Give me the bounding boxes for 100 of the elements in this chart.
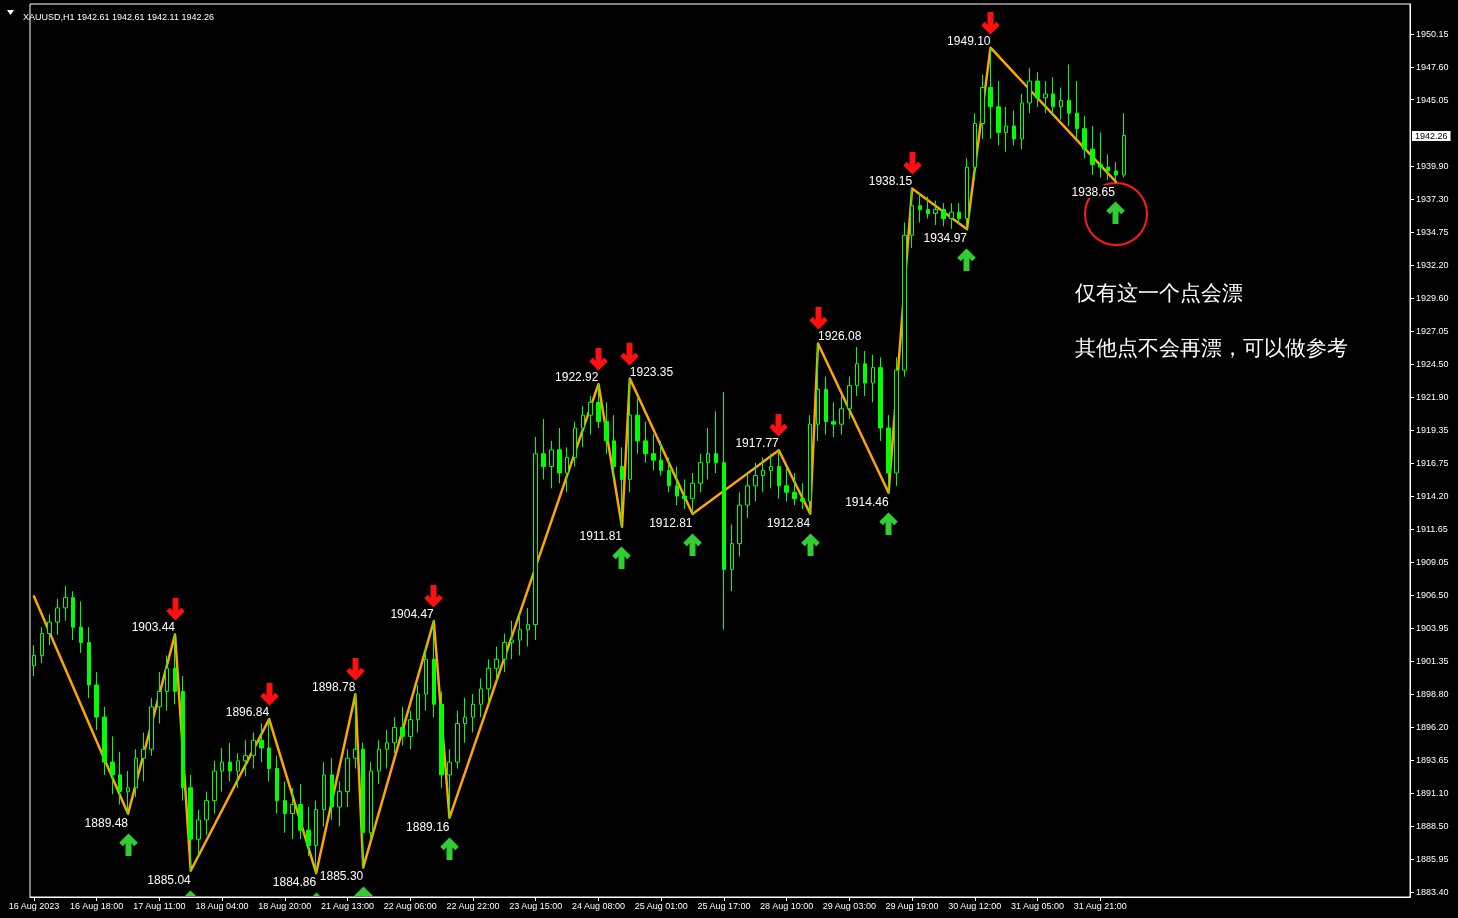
candlestick — [722, 391, 726, 631]
candlestick — [698, 453, 703, 493]
candlestick — [1114, 161, 1118, 183]
candlestick — [494, 645, 499, 682]
data-label: 1912.84 — [766, 515, 811, 530]
x-tick-label: 16 Aug 2023 — [8, 900, 60, 911]
data-label: 1914.46 — [845, 494, 889, 509]
candlestick — [706, 427, 710, 480]
candlestick — [808, 414, 812, 515]
data-label: 1903.44 — [131, 620, 176, 635]
candlestick — [32, 644, 36, 677]
candlestick — [1122, 112, 1126, 178]
candlestick — [322, 761, 326, 827]
candlestick — [635, 397, 640, 455]
x-tick-label: 25 Aug 17:00 — [697, 900, 751, 911]
candlestick — [902, 221, 907, 378]
candlestick — [596, 383, 601, 429]
candlestick — [1067, 63, 1071, 127]
candlestick — [526, 607, 530, 647]
x-tick-label: 23 Aug 15:00 — [509, 900, 563, 911]
x-tick-label: 31 Aug 21:00 — [1073, 900, 1127, 911]
candlestick — [651, 433, 656, 471]
candlestick — [165, 654, 169, 712]
y-tick-label: 1888.50 — [1416, 821, 1449, 832]
candlestick — [1098, 131, 1103, 178]
candlestick — [298, 783, 303, 840]
candlestick — [1020, 93, 1024, 150]
y-tick-label: 1893.65 — [1416, 755, 1449, 766]
y-tick-label: 1919.35 — [1416, 424, 1449, 435]
candlestick — [1012, 110, 1016, 146]
candlestick — [918, 192, 922, 223]
x-tick-label: 22 Aug 22:00 — [446, 900, 500, 911]
y-tick-label: 1896.20 — [1416, 722, 1449, 733]
y-tick-label: 1903.95 — [1416, 622, 1449, 633]
candlestick — [353, 693, 358, 770]
candlestick — [196, 809, 201, 857]
y-tick-label: 1934.75 — [1416, 227, 1449, 238]
candlestick — [134, 748, 138, 798]
candlestick — [878, 356, 883, 442]
candlestick — [275, 755, 279, 814]
data-label: 1934.97 — [923, 231, 968, 246]
candlestick — [620, 446, 624, 528]
candlestick — [816, 342, 820, 442]
x-tick-label: 17 Aug 11:00 — [133, 900, 186, 911]
candlestick — [643, 421, 648, 464]
data-label: 1889.16 — [406, 819, 450, 834]
candlestick — [345, 748, 350, 808]
candlestick — [965, 157, 969, 230]
x-tick-label: 18 Aug 04:00 — [195, 900, 249, 911]
candlestick — [894, 356, 899, 487]
y-tick-label: 1909.05 — [1416, 557, 1449, 568]
y-tick-label: 1947.60 — [1416, 61, 1449, 72]
x-tick-label: 18 Aug 20:00 — [258, 900, 312, 911]
y-tick-label: 1929.60 — [1416, 293, 1449, 304]
candlestick — [604, 401, 609, 455]
candlestick — [204, 791, 209, 836]
candlestick — [714, 410, 718, 474]
data-label: 1896.84 — [225, 705, 270, 720]
y-tick-label: 1932.20 — [1416, 259, 1449, 270]
candlestick — [408, 710, 413, 750]
candlestick — [126, 770, 130, 815]
candlestick — [777, 449, 781, 500]
candlestick — [471, 693, 475, 734]
candlestick — [220, 747, 224, 793]
candlestick — [63, 585, 68, 622]
candlestick — [541, 418, 546, 480]
candlestick — [973, 112, 977, 181]
candlestick — [40, 626, 44, 664]
candlestick — [957, 202, 961, 225]
candlestick — [824, 376, 828, 435]
candlestick — [1043, 80, 1048, 114]
data-label: 1885.04 — [147, 872, 192, 887]
candlestick — [79, 600, 83, 654]
candlestick — [659, 440, 663, 477]
candlestick — [228, 742, 232, 782]
candlestick — [1075, 80, 1079, 140]
candlestick — [236, 752, 240, 789]
y-tick-label: 1945.05 — [1416, 94, 1449, 105]
candlestick — [141, 732, 146, 782]
candlestick — [675, 466, 679, 506]
candlestick — [1035, 71, 1040, 108]
data-label: 1912.81 — [649, 515, 693, 530]
data-label: 1949.10 — [947, 33, 991, 48]
candlestick — [549, 440, 554, 489]
candlestick — [251, 732, 256, 770]
candlestick — [110, 735, 115, 795]
candlestick — [588, 395, 593, 435]
candlestick — [87, 626, 91, 699]
candlestick — [157, 671, 162, 725]
candlestick — [628, 378, 632, 493]
candlestick — [290, 787, 295, 840]
y-tick-label: 1939.90 — [1416, 160, 1449, 171]
candlestick — [259, 723, 264, 763]
x-tick-label: 30 Aug 12:00 — [948, 900, 1002, 911]
y-tick-label: 1885.95 — [1416, 854, 1449, 865]
y-tick-label: 1937.30 — [1416, 194, 1449, 205]
x-tick-label: 29 Aug 03:00 — [822, 900, 876, 911]
candlestick — [510, 620, 514, 660]
candlestick — [581, 405, 585, 448]
candlestick — [863, 350, 867, 397]
